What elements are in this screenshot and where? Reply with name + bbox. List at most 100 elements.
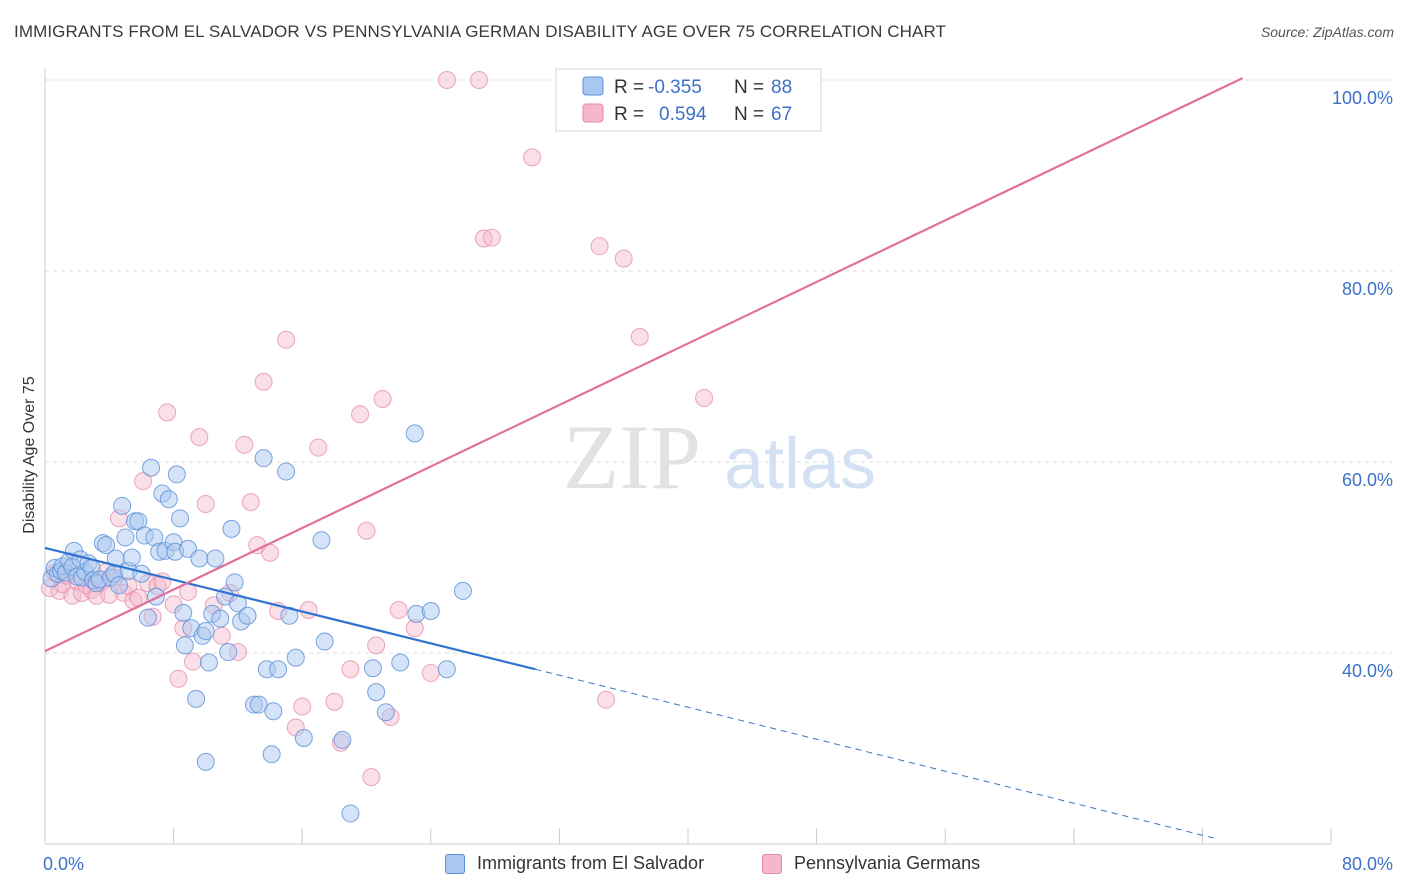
blue-point-80 bbox=[367, 683, 386, 702]
blue-point-60 bbox=[225, 573, 244, 592]
blue-point-25 bbox=[116, 528, 135, 547]
pink-point-54 bbox=[367, 636, 386, 655]
pink-point-50 bbox=[341, 660, 360, 679]
blue-point-76 bbox=[315, 632, 334, 651]
bottom-legend: Immigrants from El Salvador Pennsylvania… bbox=[0, 850, 1406, 880]
blue-point-56 bbox=[211, 609, 230, 628]
blue-trend-line-extension bbox=[535, 668, 1219, 840]
pink-point-64 bbox=[523, 148, 542, 167]
pink-point-30 bbox=[183, 652, 202, 671]
bottom-legend-item-pink[interactable]: Pennsylvania Germans bbox=[762, 853, 980, 874]
source-label: Source: ZipAtlas.com bbox=[1260, 24, 1394, 40]
blue-point-81 bbox=[376, 703, 395, 722]
pink-point-38 bbox=[241, 493, 260, 512]
legend-n-label-pink: N = bbox=[734, 104, 764, 125]
blue-point-49 bbox=[190, 549, 209, 568]
blue-point-44 bbox=[174, 603, 193, 622]
blue-point-72 bbox=[280, 606, 299, 625]
pink-point-31 bbox=[190, 428, 209, 447]
bottom-legend-label-pink: Pennsylvania Germans bbox=[794, 853, 981, 873]
pink-point-20 bbox=[134, 472, 153, 491]
pink-point-32 bbox=[196, 495, 215, 514]
blue-point-70 bbox=[269, 660, 288, 679]
blue-trend-line bbox=[44, 546, 536, 671]
pink-point-52 bbox=[357, 521, 376, 540]
blue-point-79 bbox=[363, 659, 382, 678]
legend-r-label-pink: R = bbox=[614, 104, 644, 125]
legend-swatch-blue bbox=[582, 76, 604, 96]
tick-labels: 40.0% 60.0% 80.0% 100.0% 0.0% 80.0% bbox=[43, 88, 1393, 874]
blue-point-53 bbox=[199, 653, 218, 672]
blue-point-35 bbox=[146, 587, 165, 606]
pink-point-59 bbox=[421, 664, 440, 683]
legend-n-value-pink: 67 bbox=[771, 104, 792, 125]
pink-point-67 bbox=[614, 249, 633, 268]
blue-point-27 bbox=[122, 548, 141, 567]
pink-point-55 bbox=[373, 389, 392, 408]
bottom-legend-label-blue: Immigrants from El Salvador bbox=[477, 853, 705, 873]
y-tick-label-2: 80.0% bbox=[1342, 279, 1393, 299]
axes bbox=[44, 68, 1332, 845]
blue-point-66 bbox=[254, 449, 273, 468]
blue-point-77 bbox=[333, 730, 352, 749]
legend-n-value-blue: 88 bbox=[771, 77, 792, 98]
blue-point-73 bbox=[286, 648, 305, 667]
pink-point-25 bbox=[158, 403, 177, 422]
blue-point-52 bbox=[196, 752, 215, 771]
legend-r-value-blue: -0.355 bbox=[648, 77, 702, 98]
pink-point-48 bbox=[325, 692, 344, 711]
pink-point-70 bbox=[695, 389, 714, 408]
blue-point-23 bbox=[109, 576, 128, 595]
blue-point-87 bbox=[453, 581, 472, 600]
pink-point-57 bbox=[389, 601, 408, 620]
pink-point-40 bbox=[254, 372, 273, 391]
blue-point-55 bbox=[206, 549, 225, 568]
blue-point-42 bbox=[167, 465, 186, 484]
pink-point-37 bbox=[235, 435, 254, 454]
blue-point-24 bbox=[113, 496, 132, 515]
y-tick-label-3: 100.0% bbox=[1332, 88, 1393, 108]
pink-point-27 bbox=[169, 669, 188, 688]
pink-point-63 bbox=[482, 228, 501, 247]
trend-lines bbox=[44, 77, 1244, 840]
blue-point-85 bbox=[421, 601, 440, 620]
y-tick-label-1: 60.0% bbox=[1342, 470, 1393, 490]
blue-point-78 bbox=[341, 804, 360, 823]
blue-point-43 bbox=[171, 509, 190, 528]
pink-point-43 bbox=[277, 330, 296, 349]
pink-point-66 bbox=[597, 690, 616, 709]
pink-point-60 bbox=[437, 71, 456, 89]
legend-r-value-pink: 0.594 bbox=[659, 104, 707, 125]
blue-point-83 bbox=[405, 424, 424, 443]
pink-point-53 bbox=[362, 768, 381, 787]
legend-n-label-blue: N = bbox=[734, 77, 764, 98]
blue-point-75 bbox=[312, 531, 331, 550]
legend-swatch-pink bbox=[582, 103, 604, 123]
blue-point-39 bbox=[159, 490, 178, 509]
blue-point-71 bbox=[277, 462, 296, 481]
bottom-legend-swatch-pink bbox=[762, 853, 782, 874]
grid-lines bbox=[45, 79, 1394, 654]
pink-point-51 bbox=[351, 405, 370, 424]
bottom-legend-item-blue[interactable]: Immigrants from El Salvador bbox=[445, 853, 704, 874]
blue-point-59 bbox=[222, 519, 241, 538]
pink-point-61 bbox=[470, 71, 489, 89]
blue-point-32 bbox=[138, 608, 157, 627]
legend: R = -0.355 N = 88 R = 0.594 N = 67 bbox=[555, 68, 822, 132]
blue-point-58 bbox=[219, 643, 238, 662]
blue-point-19 bbox=[97, 536, 116, 555]
pink-point-45 bbox=[293, 697, 312, 716]
pink-point-65 bbox=[590, 237, 609, 256]
pink-point-46 bbox=[299, 601, 318, 620]
legend-r-label-blue: R = bbox=[614, 77, 644, 98]
blue-point-48 bbox=[187, 689, 206, 708]
pink-point-34 bbox=[212, 626, 231, 645]
watermark-atlas: atlas bbox=[724, 424, 876, 504]
blue-point-51 bbox=[196, 622, 215, 641]
watermark: ZIP atlas bbox=[563, 406, 876, 508]
blue-point-82 bbox=[391, 653, 410, 672]
blue-point-33 bbox=[142, 458, 161, 477]
blue-series-points bbox=[42, 424, 472, 823]
blue-point-86 bbox=[437, 660, 456, 679]
